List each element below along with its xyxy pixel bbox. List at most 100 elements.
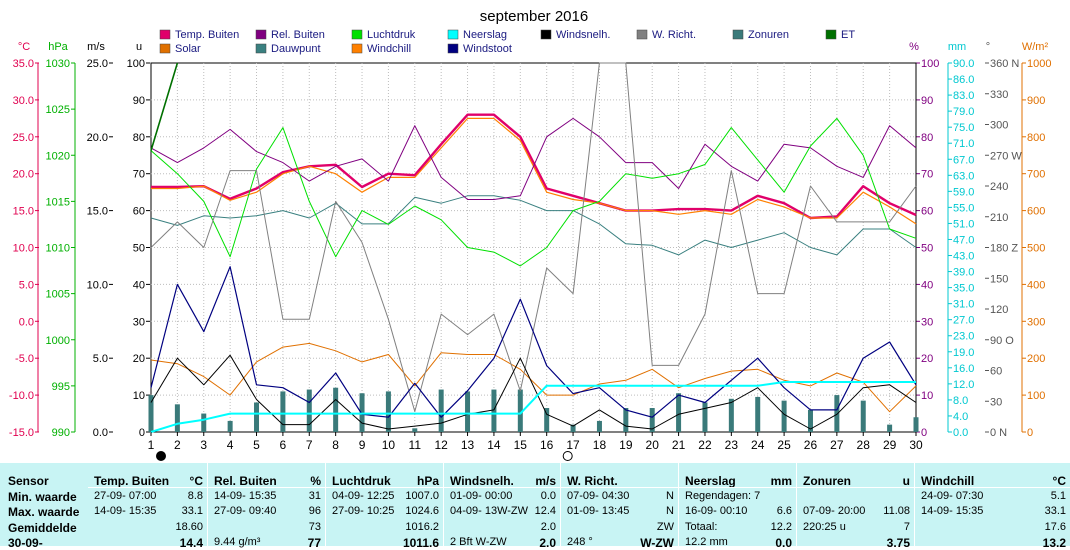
row-label-max: Max. waarde xyxy=(8,505,80,519)
legend-label: Luchtdruk xyxy=(367,29,416,41)
tick-label-dir: 120 xyxy=(990,304,1008,316)
stats-divider xyxy=(326,487,443,488)
stats-unit: m/s xyxy=(535,474,556,488)
sunshine-bar xyxy=(596,420,602,432)
tick-label-rain: 47.0 xyxy=(953,234,974,246)
stats-cell-value: 7 xyxy=(903,521,910,533)
x-tick-label: 27 xyxy=(830,438,844,452)
stats-cell-value: 73 xyxy=(308,521,321,533)
stats-header: Zonuren xyxy=(803,474,851,488)
stats-cell-label: 16-09- 00:10 xyxy=(685,505,748,517)
legend-label: Windchill xyxy=(367,43,411,55)
stats-unit: u xyxy=(902,474,910,488)
axis-unit-wind: m/s xyxy=(87,41,105,53)
stats-cell-value: ZW xyxy=(656,521,674,533)
sunshine-bar xyxy=(412,428,418,432)
tick-label-uv: 50 xyxy=(133,243,145,255)
tick-label-hum: 30 xyxy=(921,316,933,328)
tick-label-hum: 10 xyxy=(921,390,933,402)
tick-label-dir: 330 xyxy=(990,89,1008,101)
legend-swatch xyxy=(351,43,363,54)
tick-label-hum: 50 xyxy=(921,243,933,255)
stats-cell-value: 77 xyxy=(307,536,321,550)
stats-header: W. Richt. xyxy=(567,474,618,488)
stats-cell-value: 3.75 xyxy=(886,536,910,550)
tick-label-press: 1015 xyxy=(46,196,70,208)
tick-label-hum: 80 xyxy=(921,132,933,144)
x-axis: 1 2 3 4 5 6 7 8 9 10 11 12 13 14 15 16 17 18 19 20 21 22 23 24 2… xyxy=(148,432,923,461)
stats-cell-value: 1024.6 xyxy=(405,505,439,517)
series-dauwpunt xyxy=(150,195,917,256)
legend-label: Windsnelh. xyxy=(556,29,610,41)
tick-label-hum: 40 xyxy=(921,279,933,291)
legend-label: Dauwpunt xyxy=(271,43,321,55)
stats-cell-value: 6.6 xyxy=(776,505,792,517)
tick-label-rain: 79.0 xyxy=(953,106,974,118)
stats-header: Windsnelh. xyxy=(450,474,514,488)
stats-cell-value: 8.8 xyxy=(187,490,203,502)
series-windsnelh- xyxy=(150,354,917,430)
tick-label-rain: 71.0 xyxy=(953,138,974,150)
stats-column-neerslag: Neerslag mm Regendagen: 7 16-09- 00:10 6.6 To… xyxy=(678,463,796,550)
tick-label-rain: 67.0 xyxy=(953,154,974,166)
x-tick-label: 25 xyxy=(777,438,791,452)
stats-cell-label: 14-09- 15:35 xyxy=(214,490,277,502)
axis-unit-dir: ° xyxy=(986,41,990,53)
sunshine-bar xyxy=(491,389,497,432)
tick-label-solar: 400 xyxy=(1027,279,1045,291)
stats-divider xyxy=(915,487,1070,488)
stats-cell-value: 1007.0 xyxy=(405,490,439,502)
legend-swatch xyxy=(447,29,459,40)
tick-label-solar: 200 xyxy=(1027,353,1045,365)
tick-label-hum: 100 xyxy=(921,58,939,70)
x-tick-label: 2 xyxy=(174,438,181,452)
stats-cell-label: 24-09- 07:30 xyxy=(921,490,984,502)
stats-cell-value: 14.4 xyxy=(179,536,203,550)
tick-label-rain: 35.0 xyxy=(953,283,974,295)
legend-swatch xyxy=(159,29,171,40)
sunshine-bar xyxy=(306,389,312,432)
legend-swatch xyxy=(825,29,837,40)
axis-unit-solar: W/m² xyxy=(1022,41,1049,53)
legend-label: W. Richt. xyxy=(652,29,696,41)
stats-cell-label: 248 ° xyxy=(567,536,593,548)
tick-label-solar: 1000 xyxy=(1027,58,1051,70)
sunshine-bar xyxy=(465,391,471,432)
stats-header: Temp. Buiten xyxy=(94,474,170,488)
tick-label-hum: 0 xyxy=(921,427,927,439)
axis-unit-press: hPa xyxy=(48,41,68,53)
stats-cell-value: 33.1 xyxy=(181,505,203,517)
tick-label-press: 990 xyxy=(52,427,70,439)
x-tick-label: 13 xyxy=(461,438,475,452)
stats-cell-label: 14-09- 15:35 xyxy=(94,505,157,517)
sunshine-bar xyxy=(781,400,787,432)
stats-cell-value: 18.60 xyxy=(175,521,203,533)
stats-cell-value: 12.4 xyxy=(534,505,556,517)
sunshine-bar xyxy=(834,395,840,432)
tick-label-uv: 70 xyxy=(133,169,145,181)
tick-label-rain: 55.0 xyxy=(953,202,974,214)
tick-label-uv: 60 xyxy=(133,206,145,218)
sunshine-bar xyxy=(887,424,893,432)
tick-label-solar: 100 xyxy=(1027,390,1045,402)
sunshine-bar xyxy=(280,391,286,432)
legend-label: Rel. Buiten xyxy=(271,29,325,41)
stats-header: Rel. Buiten xyxy=(214,474,277,488)
stats-cell-value: N xyxy=(666,505,674,517)
series-windchill xyxy=(151,117,917,225)
sunshine-bar xyxy=(544,408,550,432)
x-tick-label: 1 xyxy=(148,438,155,452)
tick-label-press: 995 xyxy=(52,381,70,393)
tick-label-hum: 20 xyxy=(921,353,933,365)
x-tick-label: 29 xyxy=(883,438,897,452)
tick-label-dir: 180 Z xyxy=(990,243,1018,255)
tick-label-wind: 15.0 xyxy=(87,206,108,218)
axis-unit-hum: % xyxy=(909,41,919,53)
tick-label-wind: 5.0 xyxy=(93,353,108,365)
sunshine-bar xyxy=(333,387,339,432)
stats-cell-label: 9.44 g/m³ xyxy=(214,536,261,548)
stats-cell-label: 04-09- 12:25 xyxy=(332,490,395,502)
stats-cell-value: 0.0 xyxy=(540,490,556,502)
stats-column-windsnelh-: Windsnelh. m/s 01-09- 00:00 0.0 04-09- 13W-Z… xyxy=(443,463,560,550)
x-tick-label: 18 xyxy=(593,438,607,452)
